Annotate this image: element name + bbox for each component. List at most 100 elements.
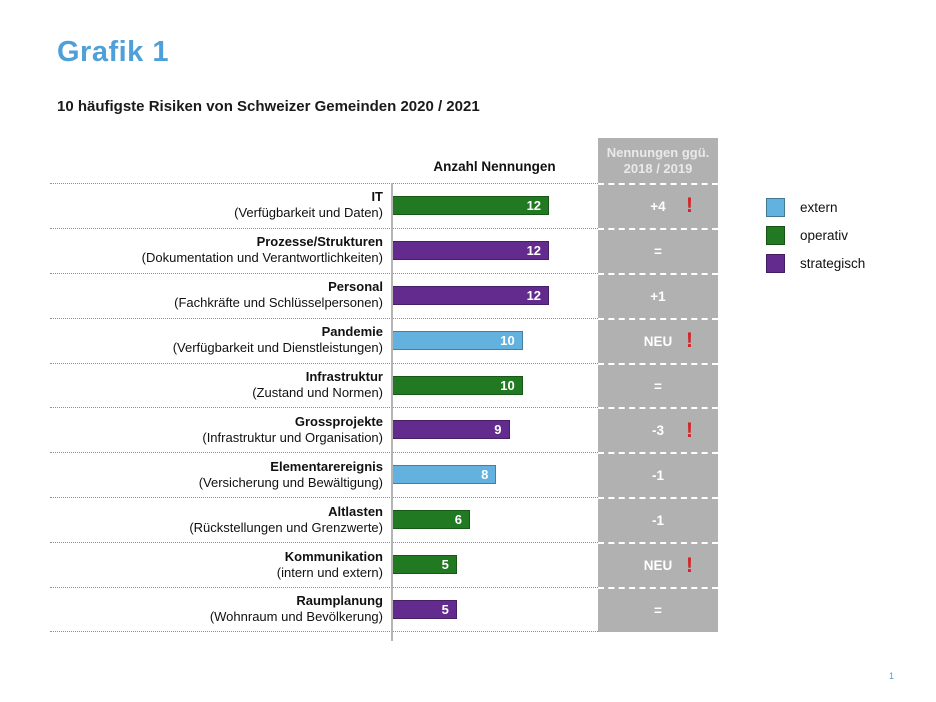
- bar-value-label: 5: [441, 557, 449, 573]
- category-label: IT: [371, 189, 383, 205]
- bar: 12: [391, 195, 550, 215]
- legend-label: operativ: [800, 228, 849, 243]
- chart-row: Personal (Fachkräfte und Schlüsselperson…: [50, 272, 718, 318]
- bar-value-label: 6: [454, 512, 463, 528]
- bar-value-label: 5: [441, 601, 449, 617]
- bar-chart: Anzahl Nennungen Nennungen ggü. 2018 / 2…: [50, 138, 718, 641]
- chart-row: Prozesse/Strukturen (Dokumentation und V…: [50, 227, 718, 273]
- category-labels: Infrastruktur (Zustand und Normen): [50, 363, 391, 408]
- chart-row: Elementarereignis (Versicherung und Bewä…: [50, 452, 718, 498]
- alert-exclamation-icon: !: [686, 418, 693, 442]
- legend-swatch-icon: [766, 198, 785, 217]
- category-labels: Raumplanung (Wohnraum und Bevölkerung): [50, 587, 391, 632]
- chart-row: Raumplanung (Wohnraum und Bevölkerung) 5…: [50, 587, 718, 632]
- change-value: =: [654, 602, 662, 618]
- change-value: +4: [650, 198, 666, 214]
- legend-swatch-icon: [766, 226, 785, 245]
- chart-header: Anzahl Nennungen Nennungen ggü. 2018 / 2…: [50, 138, 718, 183]
- change-cell: = !: [598, 587, 718, 632]
- chart-row: Altlasten (Rückstellungen und Grenzwerte…: [50, 497, 718, 543]
- legend-item: strategisch: [766, 254, 865, 273]
- change-cell: NEU !: [598, 542, 718, 588]
- page-title: Grafik 1: [57, 36, 169, 68]
- category-sublabel: (Infrastruktur und Organisation): [202, 429, 383, 445]
- bar: 6: [391, 510, 471, 530]
- change-value: +1: [650, 288, 666, 304]
- change-cell: = !: [598, 227, 718, 273]
- chart-row: IT (Verfügbarkeit und Daten) 12 +4 !: [50, 183, 718, 228]
- legend-label: strategisch: [800, 256, 866, 271]
- category-label: Kommunikation: [284, 548, 383, 564]
- bar: 8: [391, 465, 497, 485]
- bar: 5: [391, 599, 457, 619]
- category-sublabel: (Wohnraum und Bevölkerung): [209, 609, 383, 625]
- bar-value-label: 12: [526, 242, 542, 258]
- bar-zone: 12: [391, 183, 598, 228]
- value-axis-title: Anzahl Nennungen: [433, 159, 556, 174]
- category-labels: Kommunikation (intern und extern): [50, 542, 391, 587]
- category-label: Grossprojekte: [294, 413, 383, 429]
- category-sublabel: (Rückstellungen und Grenzwerte): [189, 519, 383, 535]
- category-labels: Pandemie (Verfügbarkeit und Dienstleistu…: [50, 318, 391, 363]
- bar-value-label: 10: [500, 332, 515, 348]
- category-label: Elementarereignis: [270, 458, 383, 474]
- legend-item: operativ: [766, 226, 865, 245]
- category-labels: Altlasten (Rückstellungen und Grenzwerte…: [50, 497, 391, 542]
- bar-zone: 5: [391, 587, 598, 632]
- bar-zone: 8: [391, 452, 598, 497]
- bar-value-label: 12: [526, 287, 542, 303]
- axis-line: [391, 183, 393, 641]
- legend-item: extern: [766, 198, 865, 217]
- alert-exclamation-icon: !: [686, 553, 693, 577]
- change-cell: -3 !: [598, 407, 718, 453]
- category-labels: Prozesse/Strukturen (Dokumentation und V…: [50, 228, 391, 273]
- bar-zone: 10: [391, 318, 598, 363]
- bar-zone: 5: [391, 542, 598, 587]
- bar: 10: [391, 375, 523, 395]
- alert-exclamation-icon: !: [686, 194, 693, 218]
- bar-value-label: 9: [494, 422, 502, 438]
- chart-rows: IT (Verfügbarkeit und Daten) 12 +4 ! Pro…: [50, 183, 718, 632]
- category-sublabel: (Fachkräfte und Schlüsselpersonen): [174, 295, 383, 311]
- category-labels: Grossprojekte (Infrastruktur und Organis…: [50, 407, 391, 452]
- change-value: =: [654, 378, 662, 394]
- bar-zone: 12: [391, 228, 598, 273]
- legend-label: extern: [800, 200, 838, 215]
- comparison-column-header-text: Nennungen ggü. 2018 / 2019: [606, 144, 710, 176]
- change-value: -1: [651, 513, 664, 529]
- bar-value-label: 12: [526, 197, 542, 213]
- bar-zone: 12: [391, 273, 598, 318]
- category-label: Raumplanung: [296, 593, 383, 609]
- chart-row: Pandemie (Verfügbarkeit und Dienstleistu…: [50, 317, 718, 363]
- category-sublabel: (Verfügbarkeit und Daten): [234, 205, 383, 221]
- bar: 12: [391, 285, 550, 305]
- comparison-column-header: Nennungen ggü. 2018 / 2019: [598, 138, 718, 183]
- category-sublabel: (Zustand und Normen): [252, 385, 383, 400]
- change-cell: -1 !: [598, 452, 718, 498]
- category-labels: Personal (Fachkräfte und Schlüsselperson…: [50, 273, 391, 318]
- change-cell: +4 !: [598, 183, 718, 228]
- category-sublabel: (Dokumentation und Verantwortlichkeiten): [141, 250, 383, 266]
- bar: 9: [391, 420, 510, 440]
- chart-row: Infrastruktur (Zustand und Normen) 10 = …: [50, 362, 718, 408]
- change-cell: +1 !: [598, 272, 718, 318]
- change-value: -3: [651, 423, 664, 439]
- category-labels: IT (Verfügbarkeit und Daten): [50, 183, 391, 228]
- bar: 12: [391, 240, 550, 260]
- category-label: Altlasten: [328, 503, 383, 519]
- chart-title: 10 häufigste Risiken von Schweizer Gemei…: [57, 98, 480, 115]
- bar-value-label: 10: [500, 377, 515, 393]
- change-value: =: [654, 243, 662, 259]
- change-value: NEU: [643, 558, 673, 574]
- change-cell: NEU !: [598, 317, 718, 363]
- legend: extern operativ strategisch: [766, 198, 865, 282]
- bar: 5: [391, 555, 457, 575]
- bar-zone: 6: [391, 497, 598, 542]
- category-label: Prozesse/Strukturen: [256, 234, 383, 250]
- change-value: NEU: [643, 333, 673, 349]
- alert-exclamation-icon: !: [686, 329, 693, 353]
- bar-zone: 9: [391, 407, 598, 452]
- bar-zone: 10: [391, 363, 598, 408]
- page-number: 1: [889, 671, 895, 681]
- category-labels: Elementarereignis (Versicherung und Bewä…: [50, 452, 391, 497]
